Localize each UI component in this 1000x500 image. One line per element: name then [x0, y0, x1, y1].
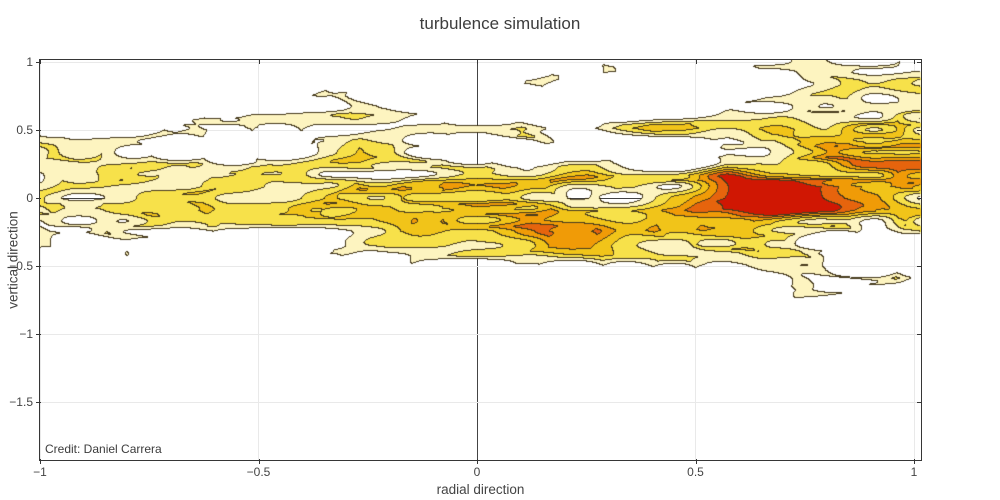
x-tick-bottom [914, 459, 915, 464]
y-tick-left [36, 402, 41, 403]
x-tick-label: −1 [33, 465, 47, 479]
x-tick-label: −0.5 [246, 465, 271, 479]
credit-annotation: Credit: Daniel Carrera [45, 442, 162, 456]
x-tick-top [477, 60, 478, 64]
y-tick-label: −0.5 [9, 259, 33, 274]
x-tick-label: 0.5 [687, 465, 704, 479]
y-tick-right [917, 402, 921, 403]
y-tick-label: 0.5 [16, 123, 33, 138]
x-axis-title: radial direction [436, 482, 525, 497]
x-tick-top [696, 60, 697, 64]
y-tick-left [36, 130, 41, 131]
x-tick-bottom [477, 459, 478, 464]
plot-area[interactable]: Credit: Daniel Carrera [36, 59, 922, 464]
x-tick-top [259, 60, 260, 64]
y-tick-right [917, 62, 921, 63]
x-tick-bottom [40, 459, 41, 464]
tick-layer [36, 60, 921, 464]
y-tick-right [917, 198, 921, 199]
x-tick-bottom [696, 459, 697, 464]
y-tick-right [917, 266, 921, 267]
contour-plot[interactable] [40, 60, 921, 460]
y-tick-label: −1 [19, 327, 33, 342]
x-tick-top [914, 60, 915, 64]
y-tick-left [36, 334, 41, 335]
y-tick-right [917, 130, 921, 131]
y-tick-label: −1.5 [9, 395, 33, 410]
y-tick-right [917, 334, 921, 335]
y-tick-left [36, 62, 41, 63]
x-tick-label: 1 [910, 465, 918, 479]
y-tick-left [36, 266, 41, 267]
y-tick-label: 1 [26, 55, 33, 70]
x-tick-label: 0 [473, 465, 481, 479]
y-tick-label: 0 [26, 191, 33, 206]
x-tick-bottom [259, 459, 260, 464]
chart-title: turbulence simulation [419, 14, 581, 33]
y-tick-left [36, 198, 41, 199]
